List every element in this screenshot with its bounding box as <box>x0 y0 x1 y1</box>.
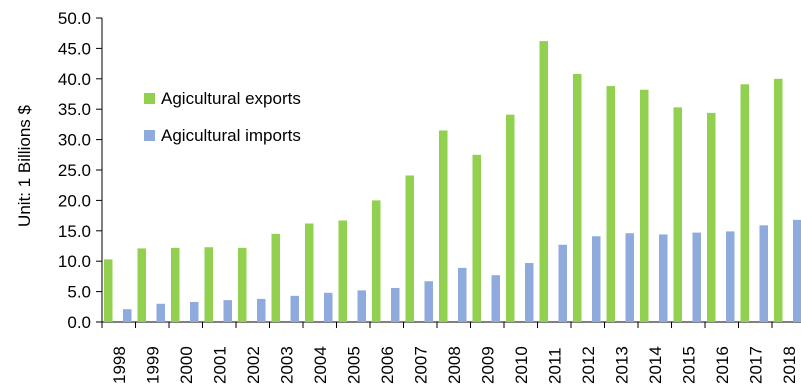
x-tick-label: 2006 <box>378 346 397 384</box>
y-tick-label: 5.0 <box>67 283 91 302</box>
bar-agicultural-imports <box>190 301 199 322</box>
bar-agicultural-imports <box>290 295 299 322</box>
bar-agicultural-exports <box>506 114 515 322</box>
bar-agicultural-exports <box>439 130 448 322</box>
legend-label: Agicultural imports <box>161 126 301 145</box>
x-tick-label: 2000 <box>177 346 196 384</box>
bar-agicultural-imports <box>391 287 400 322</box>
x-tick-label: 2001 <box>210 346 229 384</box>
x-tick-label: 2008 <box>445 346 464 384</box>
x-tick-label: 2018 <box>780 346 799 384</box>
bar-agicultural-imports <box>793 219 801 322</box>
bar-agicultural-imports <box>759 225 768 322</box>
bar-agicultural-imports <box>458 267 467 322</box>
bar-agicultural-imports <box>625 233 634 322</box>
bar-agicultural-exports <box>640 89 649 322</box>
x-tick-label: 2015 <box>679 346 698 384</box>
bar-agicultural-exports <box>573 73 582 322</box>
bar-agicultural-imports <box>123 309 132 322</box>
y-tick-label: 10.0 <box>58 252 91 271</box>
y-tick-label: 0.0 <box>67 313 91 332</box>
bar-agicultural-exports <box>472 154 481 322</box>
bars <box>104 41 801 323</box>
bar-agicultural-exports <box>774 78 783 322</box>
bar-agicultural-imports <box>424 281 433 322</box>
bar-agicultural-exports <box>104 259 113 322</box>
bar-agicultural-exports <box>707 112 716 323</box>
y-tick-label: 40.0 <box>58 70 91 89</box>
x-tick-label: 2007 <box>411 346 430 384</box>
bar-agicultural-exports <box>405 175 414 322</box>
x-tick-label: 2005 <box>344 346 363 384</box>
bar-agicultural-imports <box>357 290 366 322</box>
bar-agicultural-imports <box>223 300 232 322</box>
y-axis-title: Unit: 1 Billions $ <box>15 105 34 227</box>
x-tick-label: 1999 <box>143 346 162 384</box>
legend-label: Agicultural exports <box>161 89 301 108</box>
y-tick-label: 50.0 <box>58 9 91 28</box>
bar-agicultural-imports <box>257 298 266 322</box>
legend-swatch <box>144 93 155 104</box>
y-tick-label: 30.0 <box>58 131 91 150</box>
bar-agicultural-exports <box>539 41 548 322</box>
x-tick-label: 2016 <box>713 346 732 384</box>
bar-agicultural-exports <box>305 223 314 322</box>
bar-agicultural-imports <box>525 263 534 322</box>
axes: 0.0 5.0 10.0 15.0 20.0 25.0 30.0 35.0 40.0 45.0 50… <box>58 9 801 384</box>
bar-agicultural-exports <box>137 248 146 322</box>
bar-agicultural-imports <box>324 292 333 322</box>
y-tick-label: 20.0 <box>58 191 91 210</box>
bar-agicultural-imports <box>692 232 701 322</box>
bar-agicultural-exports <box>238 247 247 322</box>
y-tick-label: 25.0 <box>58 161 91 180</box>
bar-agicultural-exports <box>204 247 213 322</box>
bar-agicultural-exports <box>271 233 280 322</box>
bar-agicultural-exports <box>606 86 615 322</box>
legend-swatch <box>144 130 155 141</box>
legend: Agicultural exports Agicultural imports <box>144 89 301 145</box>
bar-agicultural-imports <box>726 231 735 322</box>
x-tick-label: 2011 <box>545 347 564 384</box>
bar-agicultural-imports <box>558 244 567 322</box>
bar-agicultural-exports <box>372 200 381 322</box>
bar-agicultural-exports <box>338 220 347 322</box>
y-tick-label: 45.0 <box>58 39 91 58</box>
bar-agicultural-exports <box>740 84 749 322</box>
x-tick-label: 2013 <box>612 346 631 384</box>
bar-agicultural-exports <box>171 247 180 322</box>
bar-agicultural-exports <box>673 107 682 322</box>
y-tick-label: 15.0 <box>58 222 91 241</box>
x-tick-label: 2014 <box>646 346 665 384</box>
x-tick-label: 2002 <box>244 346 263 384</box>
x-tick-label: 2004 <box>311 346 330 384</box>
bar-agicultural-imports <box>491 275 500 322</box>
x-tick-label: 2003 <box>277 346 296 384</box>
x-tick-label: 2010 <box>512 346 531 384</box>
x-tick-label: 2009 <box>478 346 497 384</box>
bar-agicultural-imports <box>156 303 165 322</box>
bar-agicultural-imports <box>659 234 668 322</box>
x-tick-label: 2017 <box>746 346 765 384</box>
x-tick-label: 2012 <box>579 346 598 384</box>
x-tick-label: 1998 <box>110 346 129 384</box>
bar-agicultural-imports <box>592 236 601 322</box>
y-tick-label: 35.0 <box>58 100 91 119</box>
